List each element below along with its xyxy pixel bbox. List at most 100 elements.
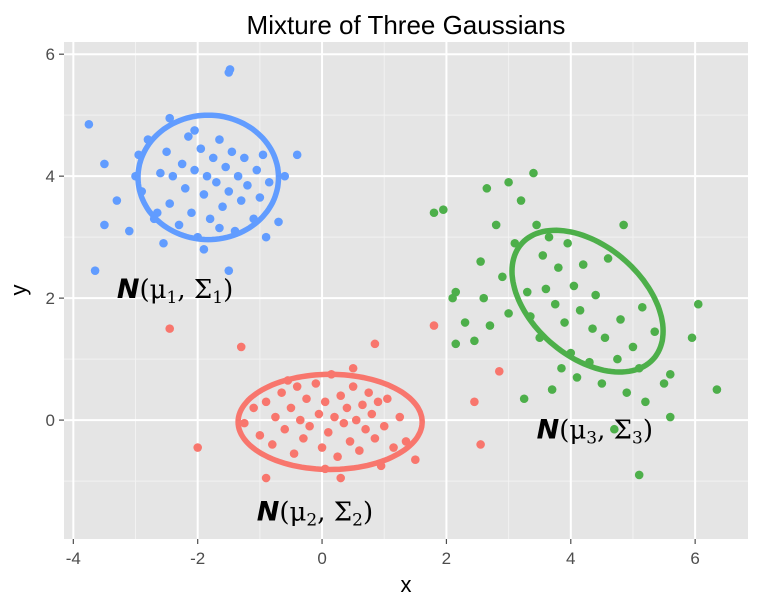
- data-point: [476, 257, 485, 266]
- data-point: [569, 281, 579, 291]
- data-point: [358, 400, 367, 410]
- data-point: [560, 318, 569, 327]
- label-part: Σ: [614, 415, 632, 445]
- data-point: [156, 168, 165, 178]
- label-part: (: [279, 498, 289, 528]
- minor-gridlines: [64, 42, 748, 539]
- label-part: ): [643, 415, 653, 445]
- ellipse-component-2: [235, 371, 425, 473]
- data-point: [578, 260, 588, 269]
- data-point: [693, 299, 703, 309]
- data-point: [174, 220, 184, 230]
- data-point: [336, 391, 346, 400]
- data-point: [470, 336, 479, 346]
- data-point: [482, 184, 492, 193]
- data-point: [258, 150, 268, 160]
- data-point: [193, 443, 202, 452]
- label-part: 3: [586, 428, 597, 448]
- label-part: 2: [306, 511, 317, 531]
- y-tick-label: 0: [46, 411, 55, 430]
- data-point: [348, 382, 358, 391]
- data-point: [224, 187, 234, 196]
- data-point: [519, 394, 529, 404]
- data-point: [261, 232, 271, 242]
- data-point: [634, 470, 644, 480]
- data-point: [165, 324, 175, 333]
- data-point: [323, 427, 333, 437]
- data-point: [541, 284, 551, 294]
- data-point: [292, 150, 302, 160]
- data-point: [84, 120, 94, 129]
- data-point: [236, 342, 246, 352]
- data-point: [563, 238, 572, 248]
- data-point: [628, 342, 638, 352]
- x-tick-label: -4: [66, 549, 81, 568]
- covariance-ellipses: [135, 112, 666, 473]
- axis-ticks: [59, 53, 696, 544]
- y-tick-label: 2: [46, 289, 55, 308]
- data-point: [547, 385, 557, 394]
- data-point: [240, 418, 249, 428]
- data-point: [591, 290, 600, 300]
- ellipse-component-3: [509, 227, 666, 375]
- data-point: [221, 162, 230, 172]
- label-part: μ: [290, 498, 307, 528]
- component-label-1: N(μ1, Σ1): [117, 274, 233, 308]
- data-point: [218, 202, 227, 211]
- data-point: [479, 293, 489, 303]
- data-point: [100, 220, 109, 230]
- data-point: [532, 220, 541, 230]
- data-point: [544, 232, 554, 242]
- data-point: [619, 220, 628, 230]
- data-point: [215, 223, 224, 233]
- data-point: [550, 299, 560, 309]
- data-point: [261, 397, 271, 407]
- data-point: [302, 394, 311, 404]
- data-point: [616, 315, 625, 324]
- data-point: [650, 327, 660, 336]
- data-point: [494, 367, 504, 376]
- component-label-2: N(μ2, Σ2): [257, 497, 373, 531]
- data-point: [190, 126, 199, 135]
- data-point: [367, 409, 377, 419]
- data-point: [342, 403, 352, 413]
- data-point: [504, 309, 513, 318]
- label-part: ,: [317, 498, 334, 528]
- data-point: [336, 473, 346, 483]
- x-tick-label: -2: [190, 549, 205, 568]
- data-point: [451, 287, 461, 297]
- data-point: [317, 443, 327, 452]
- data-point: [168, 171, 178, 181]
- data-point: [268, 440, 277, 449]
- data-point: [286, 403, 296, 413]
- plot-panel: [64, 42, 748, 539]
- label-part: (: [559, 415, 569, 445]
- data-point: [665, 370, 675, 379]
- data-point: [389, 443, 398, 452]
- y-tick-label: 4: [46, 167, 55, 186]
- data-point: [373, 397, 383, 407]
- data-point: [516, 196, 526, 205]
- data-point: [641, 397, 650, 407]
- data-point: [271, 412, 280, 422]
- data-point: [439, 205, 448, 214]
- ellipse-component-1: [135, 112, 282, 243]
- data-point: [255, 193, 265, 202]
- label-part: ,: [597, 415, 614, 445]
- data-point: [370, 434, 380, 443]
- data-point: [603, 254, 613, 263]
- data-point: [712, 385, 722, 394]
- data-point: [665, 412, 675, 422]
- data-point: [124, 226, 134, 236]
- data-point: [299, 434, 308, 443]
- data-point: [522, 287, 532, 297]
- data-point: [575, 306, 585, 315]
- label-part: N: [117, 274, 140, 305]
- data-point: [112, 196, 122, 205]
- data-point: [498, 272, 507, 282]
- data-point: [411, 455, 420, 465]
- component-labels: N(μ1, Σ1)N(μ2, Σ2)N(μ3, Σ3): [117, 274, 653, 531]
- data-point: [395, 412, 405, 422]
